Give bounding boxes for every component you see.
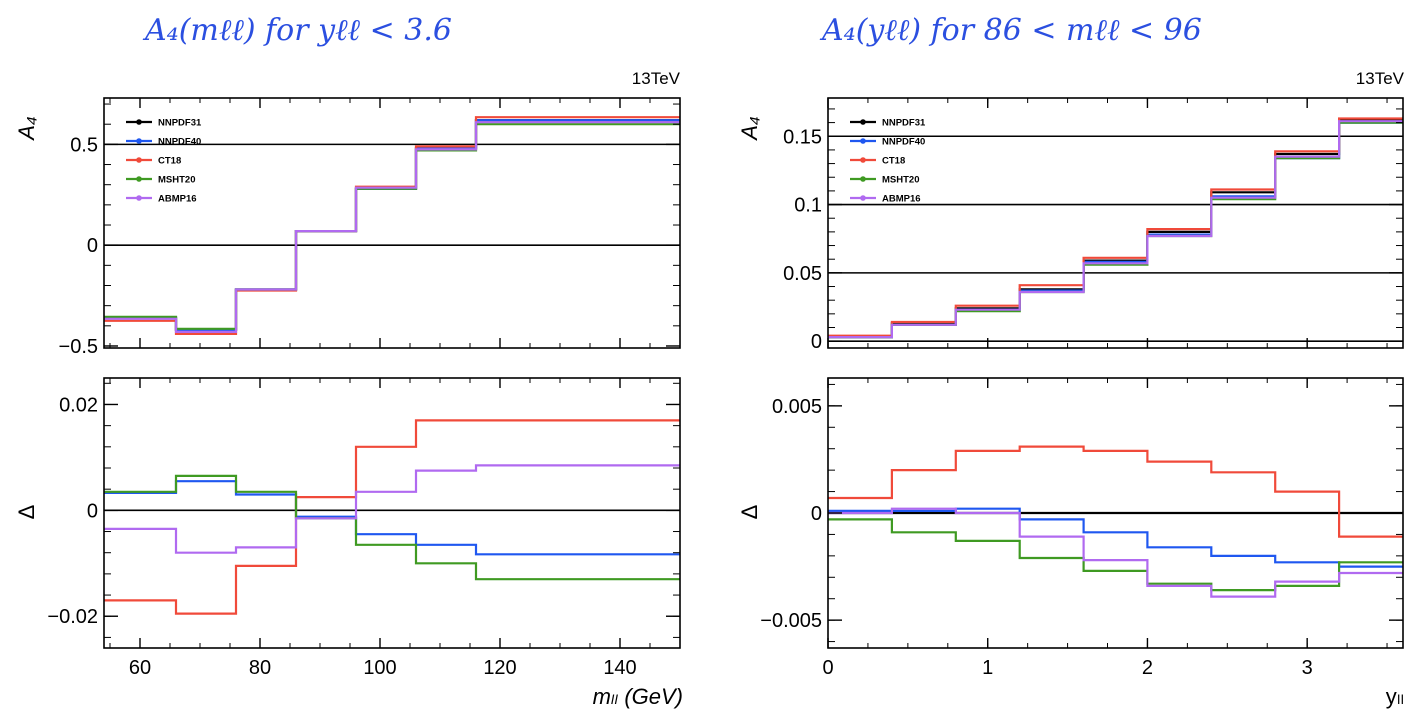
left-xlabel: mₗₗ (GeV) <box>593 684 683 709</box>
right-bottom-series-msht20 <box>828 518 1403 592</box>
left-bottom-panel: −0.02 0 0.02 60 80 100 120 140 <box>47 377 681 679</box>
right-top-legend-label: NNPDF40 <box>882 137 925 148</box>
left-top-legend-marker-abmp16 <box>136 195 142 201</box>
left-bottom-series-nnpdf40 <box>104 480 680 556</box>
left-bottom-ylabel: Δ <box>14 504 39 519</box>
right-top-ytick-label: 0.15 <box>783 126 822 148</box>
right-bottom-ytick-label: 0.005 <box>772 396 822 418</box>
left-top-series-abmp16 <box>104 121 680 333</box>
left-bottom-frame <box>103 377 681 649</box>
right-top-series-group <box>828 117 1403 339</box>
right-top-legend-label: NNPDF31 <box>882 118 926 129</box>
right-bottom-series-ct18 <box>828 445 1403 538</box>
left-title: A₄(mℓℓ) for yℓℓ < 3.6 <box>142 13 452 48</box>
left-top-series-group <box>104 116 680 335</box>
left-bottom-xtick-label: 60 <box>129 657 151 679</box>
right-top-legend-marker-msht20 <box>860 176 866 182</box>
left-bottom-ytick-label: 0.02 <box>59 394 98 416</box>
right-bottom-series-abmp16 <box>828 507 1403 598</box>
left-top-ytick-label: 0 <box>87 235 98 257</box>
right-bottom-panel: −0.005 0 0.005 0 1 2 3 <box>760 377 1404 679</box>
left-top-legend-marker-nnpdf40 <box>136 138 142 144</box>
right-top-ytick-label: 0.05 <box>783 263 822 285</box>
left-top-legend-marker-nnpdf31 <box>136 119 142 125</box>
right-bottom-series-group <box>828 445 1403 598</box>
panels: −0.500.5NNPDF31NNPDF40CT18MSHT20ABMP16−0… <box>47 97 1404 679</box>
right-top-legend-marker-nnpdf40 <box>860 138 866 144</box>
right-bottom-ytick-label: 0 <box>811 503 822 525</box>
right-top-legend-label: ABMP16 <box>882 194 921 205</box>
right-title: A₄(yℓℓ) for 86 < mℓℓ < 96 <box>819 13 1202 48</box>
right-top-legend-marker-abmp16 <box>860 195 866 201</box>
right-top-legend-marker-ct18 <box>860 157 866 163</box>
left-top-legend-label: ABMP16 <box>158 194 197 205</box>
right-energy-label: 13TeV <box>1356 69 1405 88</box>
left-top-legend-label: NNPDF40 <box>158 137 201 148</box>
left-top-ytick-label: 0.5 <box>70 134 98 156</box>
right-top-legend-marker-nnpdf31 <box>860 119 866 125</box>
left-bottom-series-group <box>104 419 680 615</box>
right-bottom-xtick-label: 2 <box>1142 657 1153 679</box>
left-bottom-ytick-label: 0 <box>87 500 98 522</box>
left-top-legend-label: CT18 <box>158 156 181 167</box>
right-top-series-abmp16 <box>828 120 1403 339</box>
right-top-ytick-label: 0.1 <box>794 195 822 217</box>
right-top-series-ct18 <box>828 117 1403 337</box>
left-top-ylabel: A₄ <box>14 116 39 142</box>
left-bottom-ytick-label: −0.02 <box>47 606 98 628</box>
left-top-series-ct18 <box>104 116 680 335</box>
left-bottom-xtick-label: 140 <box>603 657 636 679</box>
right-bottom-ylabel: Δ <box>737 504 762 519</box>
left-bottom-series-ct18 <box>104 419 680 615</box>
left-top-panel: −0.5 0 0.5 NNPDF31 NNPDF40 CT18 MSHT20 ABMP16 <box>59 97 681 358</box>
left-top-series-msht20 <box>104 123 680 330</box>
left-top-legend-marker-msht20 <box>136 176 142 182</box>
right-top-legend-label: CT18 <box>882 156 905 167</box>
left-top-ytick-label: −0.5 <box>59 336 98 358</box>
right-top-legend: NNPDF31 NNPDF40 CT18 MSHT20 ABMP16 <box>850 118 926 205</box>
left-top-legend: NNPDF31 NNPDF40 CT18 MSHT20 ABMP16 <box>126 118 202 205</box>
right-top-series-nnpdf31 <box>828 118 1403 339</box>
right-bottom-xtick-label: 0 <box>822 657 833 679</box>
right-top-ylabel: A₄ <box>737 116 762 142</box>
left-top-legend-label: MSHT20 <box>158 175 195 186</box>
left-top-legend-label: NNPDF31 <box>158 118 202 129</box>
left-top-series-nnpdf40 <box>104 119 680 331</box>
left-energy-label: 13TeV <box>632 69 681 88</box>
right-bottom-xtick-label: 1 <box>982 657 993 679</box>
left-top-legend-marker-ct18 <box>136 157 142 163</box>
right-top-panel: 0 0.05 0.1 0.15 NNPDF31 NNPDF40 CT18 MSHT20 ABMP… <box>783 97 1404 353</box>
right-bottom-series-nnpdf40 <box>828 507 1403 568</box>
left-bottom-xtick-label: 120 <box>483 657 516 679</box>
right-top-legend-label: MSHT20 <box>882 175 919 186</box>
right-xlabel: yₗₗ <box>1386 684 1404 709</box>
right-bottom-xtick-label: 3 <box>1302 657 1313 679</box>
left-top-series-nnpdf31 <box>104 119 680 331</box>
left-bottom-xtick-label: 100 <box>363 657 396 679</box>
right-top-ytick-label: 0 <box>811 331 822 353</box>
right-bottom-ytick-label: −0.005 <box>760 610 822 632</box>
left-bottom-series-abmp16 <box>104 464 680 554</box>
right-top-frame <box>827 97 1404 349</box>
left-bottom-xtick-label: 80 <box>249 657 271 679</box>
left-top-frame <box>103 97 681 349</box>
